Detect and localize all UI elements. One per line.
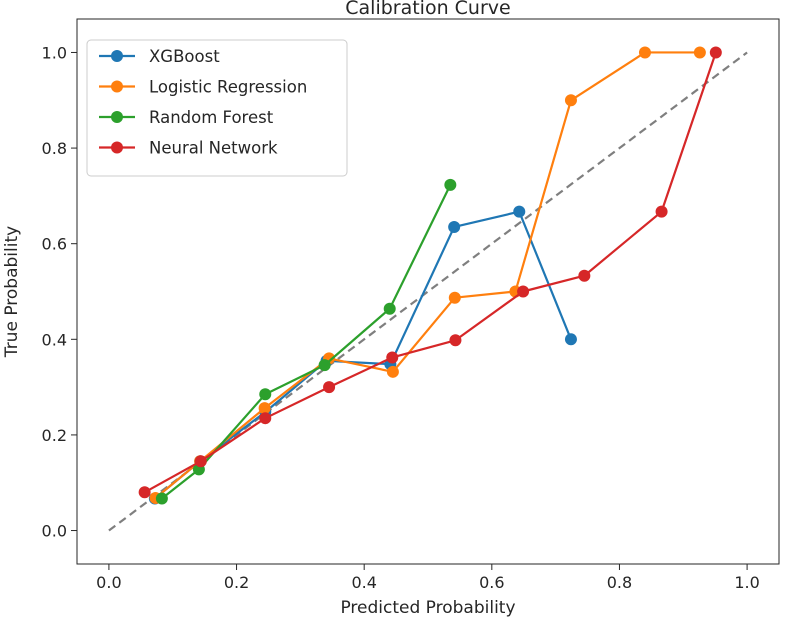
series-line-logistic-regression: [154, 51, 700, 499]
legend-swatch-marker: [111, 50, 123, 62]
data-point-logistic-regression: [564, 94, 577, 107]
data-point-random-forest: [259, 388, 272, 401]
data-point-logistic-regression: [448, 291, 461, 304]
data-point-neural-network: [194, 455, 207, 468]
x-tick-label: 0.6: [479, 573, 504, 592]
y-tick-label: 0.0: [42, 522, 67, 541]
data-point-neural-network: [655, 205, 668, 218]
legend-item: Neural Network: [99, 139, 278, 158]
x-axis-label: Predicted Probability: [340, 598, 515, 618]
y-tick-label: 0.2: [42, 426, 67, 445]
data-point-neural-network: [709, 46, 722, 59]
data-point-neural-network: [323, 381, 336, 394]
legend-item: Random Forest: [99, 108, 274, 127]
legend-label: Logistic Regression: [149, 78, 307, 97]
data-point-neural-network: [449, 334, 462, 347]
chart-title: Calibration Curve: [345, 0, 510, 19]
data-point-random-forest: [318, 359, 331, 372]
data-point-logistic-regression: [693, 46, 706, 59]
x-tick-label: 0.8: [607, 573, 632, 592]
series-xgboost: [148, 205, 577, 505]
data-point-xgboost: [448, 220, 461, 233]
x-tick-label: 1.0: [734, 573, 759, 592]
legend-label: Random Forest: [149, 108, 274, 127]
data-point-neural-network: [386, 351, 399, 364]
legend-item: XGBoost: [99, 47, 220, 66]
legend-box: [86, 39, 348, 177]
legend-swatch-marker: [111, 141, 123, 154]
plot-frame: [76, 18, 780, 565]
y-tick-label: 0.6: [42, 235, 67, 254]
data-point-neural-network: [517, 285, 530, 298]
legend-label: XGBoost: [149, 47, 220, 66]
data-point-xgboost: [564, 333, 577, 346]
series-line-random-forest: [161, 184, 452, 500]
data-point-logistic-regression: [258, 402, 271, 415]
x-tick-label: 0.4: [351, 573, 376, 592]
data-point-random-forest: [383, 302, 396, 315]
y-tick-label: 1.0: [42, 43, 67, 62]
series-line-xgboost: [154, 210, 572, 500]
legend-item: Logistic Regression: [99, 78, 307, 97]
series-line-neural-network: [144, 52, 717, 494]
series-neural-network: [138, 46, 722, 499]
y-axis-label: True Probability: [2, 226, 22, 358]
data-point-random-forest: [444, 178, 457, 191]
data-point-random-forest: [155, 492, 168, 505]
y-tick-label: 0.8: [42, 139, 67, 158]
legend-label: Neural Network: [149, 139, 278, 158]
data-point-xgboost: [513, 205, 526, 218]
x-tick-label: 0.2: [224, 573, 249, 592]
data-point-logistic-regression: [386, 365, 399, 378]
data-point-neural-network: [578, 269, 591, 282]
legend-swatch-marker: [111, 80, 123, 93]
legend-swatch-marker: [111, 111, 123, 123]
x-tick-label: 0.0: [96, 573, 121, 592]
legend: XGBoost Logistic Regression Random Forest N…: [86, 39, 348, 177]
data-point-logistic-regression: [638, 46, 651, 59]
data-point-neural-network: [259, 412, 272, 425]
data-point-neural-network: [138, 486, 151, 499]
y-tick-label: 0.4: [42, 330, 67, 349]
